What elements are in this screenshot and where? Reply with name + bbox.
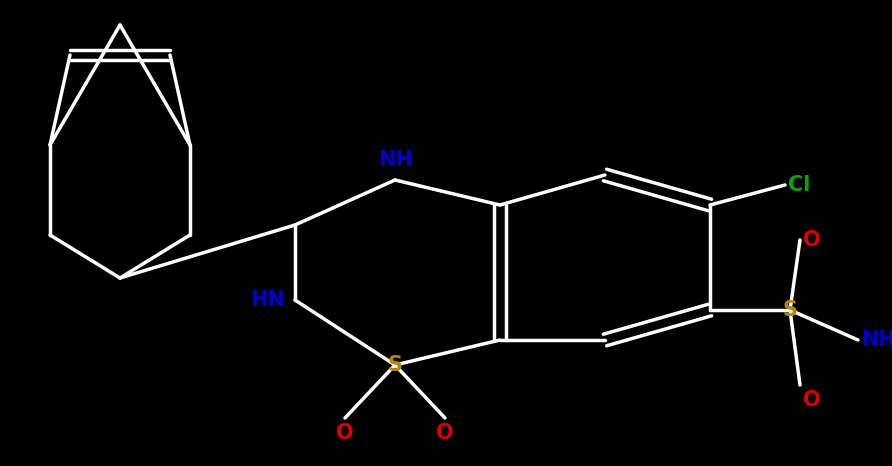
Text: O: O — [436, 423, 454, 443]
Text: NH: NH — [377, 150, 412, 170]
Text: S: S — [782, 300, 797, 320]
Text: NH₂: NH₂ — [861, 330, 892, 350]
Text: Cl: Cl — [788, 175, 810, 195]
Text: HN: HN — [251, 290, 285, 310]
Text: O: O — [803, 390, 821, 410]
Text: O: O — [336, 423, 354, 443]
Text: O: O — [803, 230, 821, 250]
Text: S: S — [387, 355, 402, 375]
